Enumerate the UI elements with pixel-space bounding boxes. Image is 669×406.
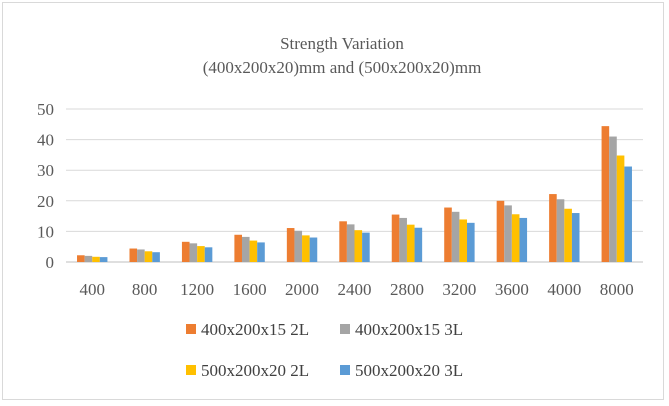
bar (616, 155, 625, 262)
y-tick-label: 0 (46, 253, 55, 272)
legend-swatch (186, 324, 196, 334)
legend-swatch (340, 324, 350, 334)
bar (144, 251, 153, 262)
legend-item: 400x200x15 2L (186, 320, 309, 339)
x-tick-label: 3200 (442, 280, 476, 299)
bar (414, 227, 423, 262)
bar (624, 166, 632, 262)
x-tick-label: 4000 (547, 280, 581, 299)
bar (152, 252, 160, 262)
bar (197, 246, 205, 262)
legend-label: 500x200x20 2L (201, 361, 309, 380)
chart-title: Strength Variation (280, 34, 404, 53)
bar (346, 224, 355, 262)
bar (294, 230, 303, 262)
y-tick-label: 10 (37, 222, 54, 241)
bar (519, 217, 528, 262)
chart-area: Strength Variation (400x200x20)mm and (5… (2, 2, 664, 400)
bar (504, 205, 512, 262)
y-tick-label: 40 (37, 131, 54, 150)
legend-label: 400x200x15 2L (201, 320, 309, 339)
bar (99, 257, 108, 262)
x-tick-label: 1600 (233, 280, 267, 299)
bar (451, 211, 460, 262)
legend-label: 500x200x20 3L (355, 361, 463, 380)
bar (399, 217, 407, 262)
bar (496, 200, 505, 262)
bar (92, 256, 100, 262)
chart-subtitle: (400x200x20)mm and (500x200x20)mm (203, 58, 482, 77)
legend-item: 500x200x20 3L (340, 361, 463, 380)
bar (354, 230, 363, 262)
bar (241, 236, 250, 262)
y-tick-label: 30 (37, 161, 54, 180)
x-tick-label: 3600 (495, 280, 529, 299)
y-tick-label: 50 (37, 100, 54, 119)
bar (84, 255, 93, 262)
bar (204, 247, 213, 262)
bar (234, 234, 242, 262)
bar (609, 136, 617, 262)
bar (286, 228, 295, 262)
bar (137, 249, 145, 262)
bar (601, 126, 610, 262)
x-tick-label: 2400 (338, 280, 372, 299)
bar (459, 219, 468, 262)
x-tick-label: 1200 (180, 280, 214, 299)
bar (549, 194, 557, 262)
bar (302, 235, 310, 262)
bar (467, 222, 475, 262)
x-tick-label: 2800 (390, 280, 424, 299)
bar-chart: Strength Variation (400x200x20)mm and (5… (37, 34, 643, 380)
bar (257, 242, 265, 262)
bar (362, 232, 370, 262)
x-axis: 400 800 1200 1600 2000 2400 2800 3200 3600 4000 80… (79, 280, 633, 299)
gridlines (66, 108, 643, 263)
legend: 400x200x15 2L 400x200x15 3L 500x200x20 2L 5… (186, 320, 463, 380)
legend-swatch (186, 365, 196, 375)
bar (181, 241, 190, 262)
bar (564, 208, 572, 262)
bars (77, 126, 632, 262)
bar (339, 221, 347, 262)
legend-item: 400x200x15 3L (340, 320, 463, 339)
bar (77, 255, 85, 262)
bar (556, 199, 565, 262)
bar (189, 243, 198, 262)
bar (571, 213, 580, 262)
bar (511, 214, 520, 262)
bar (249, 240, 258, 262)
x-tick-label: 2000 (285, 280, 319, 299)
x-tick-label: 8000 (600, 280, 634, 299)
legend-item: 500x200x20 2L (186, 361, 309, 380)
legend-swatch (340, 365, 350, 375)
bar (129, 248, 138, 262)
y-axis: 0 10 20 30 40 50 (37, 100, 54, 272)
bar (309, 237, 318, 262)
x-tick-label: 800 (132, 280, 158, 299)
x-tick-label: 400 (79, 280, 105, 299)
bar (406, 224, 415, 262)
legend-label: 400x200x15 3L (355, 320, 463, 339)
bar (444, 207, 452, 262)
bar (391, 214, 400, 262)
y-tick-label: 20 (37, 192, 54, 211)
